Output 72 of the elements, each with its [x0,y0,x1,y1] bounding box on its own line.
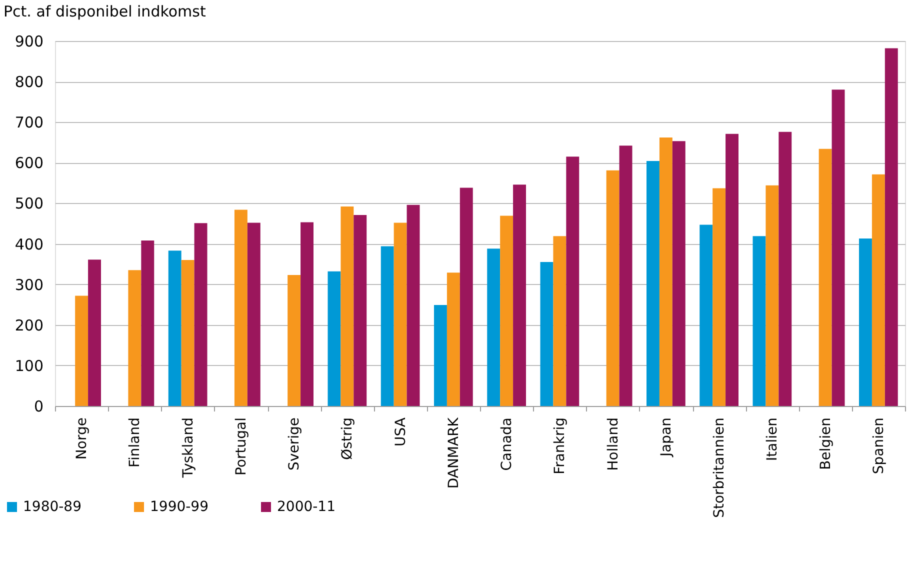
bar [75,296,88,406]
x-tick-label: Sverige [286,418,303,470]
x-tick-label: USA [392,417,409,446]
x-tick-label: Norge [74,418,90,460]
bar [354,214,367,406]
y-tick-label: 300 [14,276,44,294]
bar [672,141,686,406]
bar [500,216,514,406]
bar [380,246,394,406]
bar [859,238,872,406]
y-tick-label: 800 [14,73,44,92]
y-tick-label: 500 [14,194,44,213]
bar [487,248,500,406]
y-tick-label: 0 [34,398,44,416]
legend-label: 1990-99 [150,499,208,515]
x-tick-label: Frankrig [552,418,568,474]
legend-label: 1980-89 [23,499,82,515]
bar [832,90,845,406]
y-tick-label: 700 [14,114,44,132]
y-tick-label: 200 [14,316,44,334]
bar [300,222,314,406]
x-tick-label: Canada [499,418,516,471]
x-tick-label: Holland [605,418,622,471]
bar [234,210,248,406]
bar [553,236,566,406]
x-tick-label: Portugal [233,418,250,476]
bar [434,305,447,406]
x-tick-label: DANMARK [446,416,462,489]
bar [872,174,885,406]
bar [818,148,832,406]
bar [288,275,301,406]
bar [726,134,738,406]
y-tick-label: 400 [14,235,44,254]
x-tick-label: Østrig [340,418,356,460]
y-tick-label: 100 [14,356,44,375]
bar [659,138,672,406]
bar [88,260,101,406]
x-tick-label: Belgien [818,418,834,470]
bar [606,170,620,406]
bar [884,48,898,406]
bar [406,204,420,406]
bar [328,271,341,406]
x-tick-label: Spanien [870,418,887,474]
y-tick-label: 600 [14,154,44,172]
bar [712,188,726,406]
x-tick-label: Storbritannien [712,418,728,518]
bar [128,270,142,406]
bar [752,236,766,406]
bar [168,250,182,406]
bar [566,156,580,406]
y-tick-label: 900 [14,32,44,50]
bar [181,260,194,406]
bar [540,262,554,406]
y-axis-title: Pct. af disponibel indkomst [4,2,206,20]
bar [394,222,407,406]
bar [619,146,632,406]
bar [460,188,473,406]
bar [340,206,354,406]
bar [646,161,660,406]
legend-label: 2000-11 [277,499,336,515]
x-tick-label: Tyskland [180,418,196,479]
bar [141,240,154,406]
x-tick-label: Japan [658,418,674,458]
x-tick-label: Finland [127,418,144,468]
bar [446,272,460,406]
bar [700,224,713,406]
bar [194,223,208,406]
bar [778,132,792,406]
x-tick-label: Italien [764,418,781,461]
bar [766,185,779,406]
bar [247,222,260,406]
bar [513,184,526,406]
